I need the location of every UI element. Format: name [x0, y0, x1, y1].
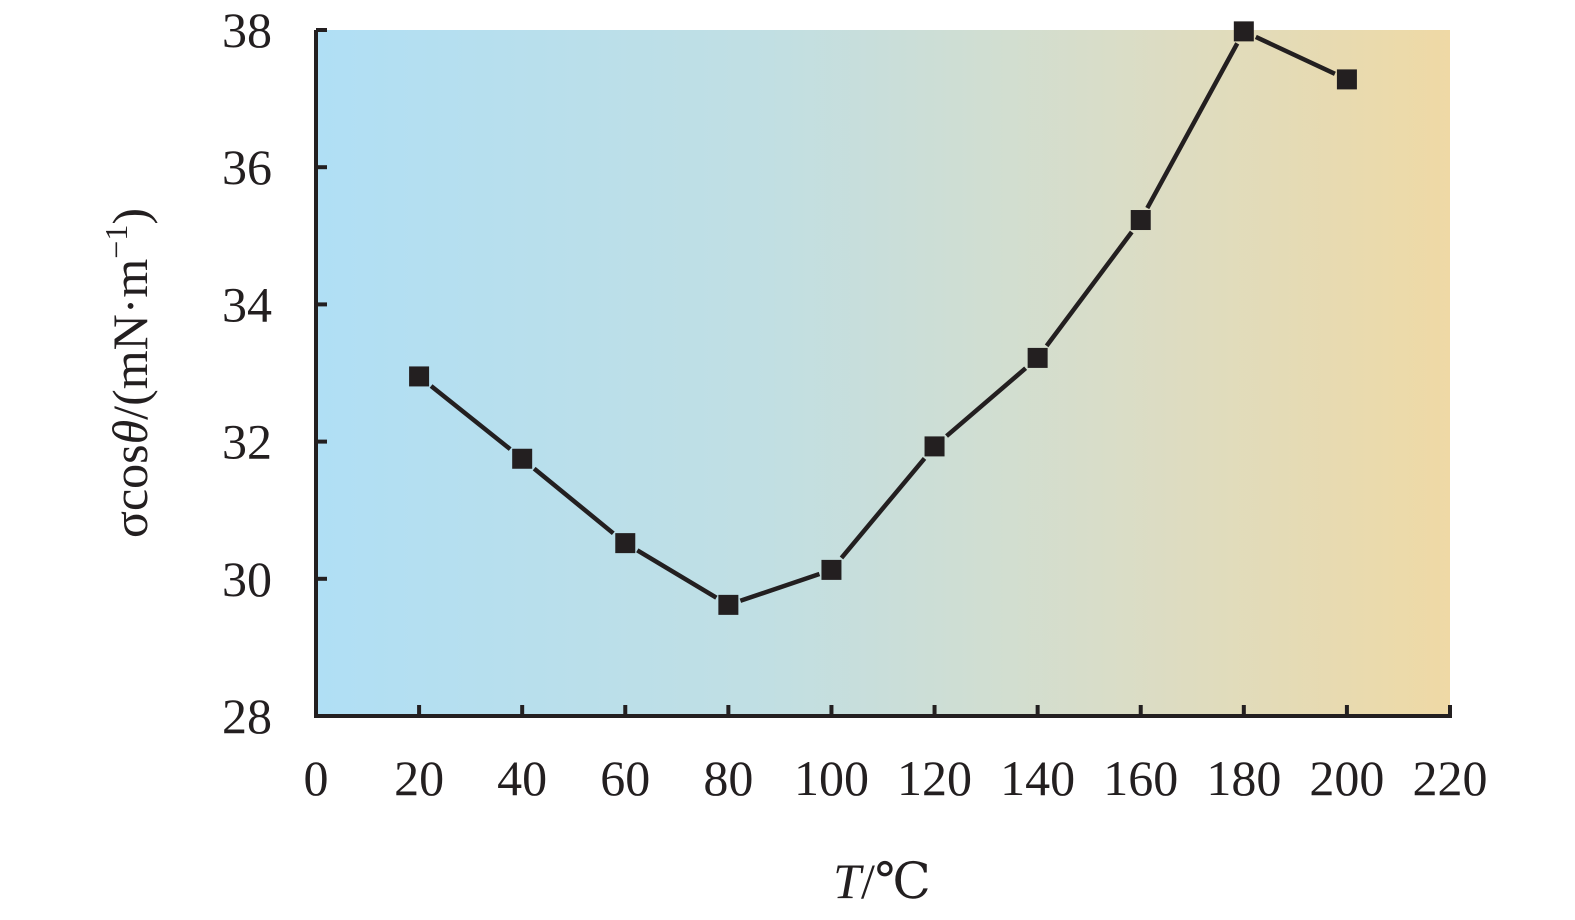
series-line-segment: [1254, 34, 1336, 76]
x-tick-label: 140: [1000, 750, 1075, 806]
x-tick-label: 160: [1103, 750, 1178, 806]
x-tick-label: 0: [304, 750, 329, 806]
x-axis-title: T/℃: [833, 853, 931, 909]
y-tick-label: 34: [222, 276, 272, 332]
data-point-marker: [718, 594, 739, 615]
y-tick-label: 38: [222, 2, 272, 58]
data-point-marker: [1027, 347, 1048, 368]
data-point-marker: [615, 533, 636, 554]
x-tick-label: 180: [1206, 750, 1281, 806]
data-point-marker: [821, 559, 842, 580]
y-tick-label: 36: [222, 139, 272, 195]
y-tick-label: 32: [222, 414, 272, 470]
x-tick-label: 40: [497, 750, 547, 806]
x-tick-label: 20: [394, 750, 444, 806]
x-tick-label: 220: [1413, 750, 1488, 806]
x-tick-label: 80: [703, 750, 753, 806]
y-axis-title: σcosθ/(mN·m−1): [98, 208, 158, 538]
x-axis-ticks: 0 20 40 60 80 100 120 140 160 180 200 220: [304, 705, 1488, 806]
data-point-marker: [1233, 21, 1254, 42]
series-line-segment: [839, 456, 927, 560]
x-tick-label: 60: [600, 750, 650, 806]
plot-background: [316, 30, 1450, 716]
data-point-marker: [409, 366, 430, 387]
data-point-marker: [1336, 69, 1357, 90]
series-line-segment: [1044, 230, 1134, 348]
data-point-marker: [512, 448, 533, 469]
series-line-segment: [636, 548, 718, 600]
series-line-segment: [1145, 42, 1240, 210]
series-line-segment: [945, 366, 1028, 438]
series-line-segment: [429, 384, 512, 451]
data-point-marker: [1130, 210, 1151, 231]
y-tick-label: 30: [222, 551, 272, 607]
series-line-segment: [739, 571, 821, 603]
y-axis-ticks: 28 30 32 34 36 38: [222, 2, 327, 744]
x-tick-label: 120: [897, 750, 972, 806]
x-tick-label: 200: [1309, 750, 1384, 806]
y-tick-label: 28: [222, 688, 272, 744]
data-point-marker: [924, 436, 945, 457]
series-layer: [409, 21, 1357, 615]
series-line-segment: [532, 466, 615, 536]
x-tick-label: 100: [794, 750, 869, 806]
